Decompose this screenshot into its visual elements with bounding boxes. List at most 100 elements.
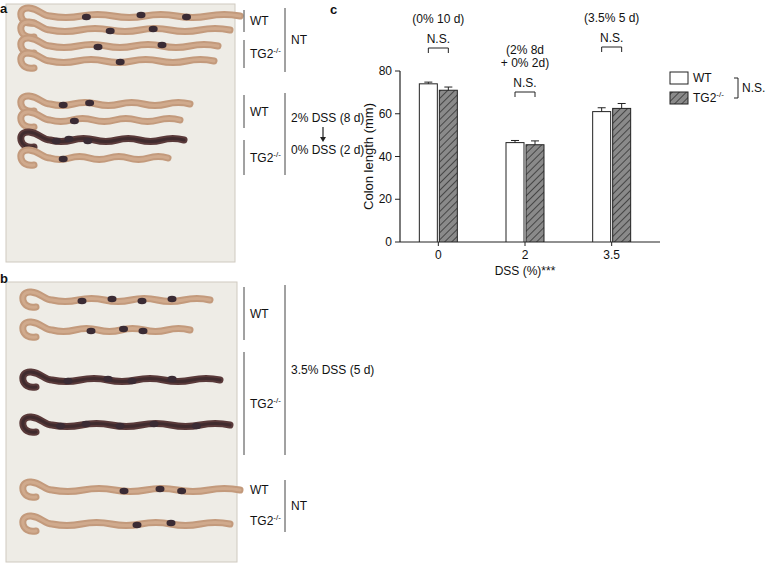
- stool-spot: [82, 421, 91, 427]
- stool-spot: [168, 296, 177, 302]
- genotype-label: TG2-/-: [250, 46, 281, 61]
- legend-label: TG2-/-: [693, 90, 724, 105]
- colon-highlight: [21, 132, 184, 147]
- colon-tissue: [21, 8, 240, 23]
- colon-highlight: [23, 372, 220, 387]
- error-stem: [621, 103, 622, 108]
- colon-highlight: [23, 417, 230, 432]
- error-bar: [424, 82, 432, 84]
- stool-spot: [64, 378, 73, 384]
- significance-bracket: [515, 92, 535, 97]
- y-tick-label: 60: [379, 107, 393, 121]
- stool-spot: [128, 378, 137, 384]
- stool-spot: [156, 486, 165, 492]
- genotype-bracket: [244, 287, 245, 340]
- x-tick: [438, 242, 439, 246]
- bar: [613, 108, 631, 242]
- colon-tissue: [21, 132, 184, 147]
- error-bar: [444, 87, 452, 90]
- genotype-bracket: [244, 352, 245, 455]
- stool-spot: [116, 59, 125, 65]
- genotype-label: TG2-/-: [250, 150, 281, 165]
- colon-highlight: [21, 53, 214, 68]
- colon-highlight: [21, 22, 230, 37]
- x-axis-title: DSS (%)***: [495, 264, 556, 278]
- figure: aWTTG2-/-NTWTTG2-/-2% DSS (8 d)0% DSS (2…: [0, 0, 768, 564]
- treatment-bracket: [285, 480, 286, 532]
- treatment-bracket: [285, 285, 286, 455]
- colon-tissue: [21, 112, 180, 127]
- y-tick: [395, 199, 400, 200]
- colon-highlight: [23, 516, 230, 531]
- significance-label: N.S.: [513, 76, 536, 90]
- genotype-bracket: [244, 140, 245, 175]
- error-cap: [444, 87, 452, 88]
- stool-spot: [56, 423, 65, 429]
- error-bar: [511, 140, 519, 142]
- stool-spot: [108, 296, 117, 302]
- colon-highlight: [21, 150, 168, 165]
- treatment-label: NT: [291, 499, 308, 513]
- colon-highlight: [21, 8, 240, 23]
- condition-label: (2% 8d: [506, 43, 544, 57]
- legend-bracket: [734, 78, 738, 98]
- legend-label: WT: [693, 71, 712, 85]
- bar: [526, 145, 544, 242]
- stool-spot: [94, 44, 103, 50]
- error-bar: [598, 108, 606, 112]
- stool-spot: [138, 298, 147, 304]
- stool-spot: [52, 138, 61, 144]
- y-tick: [395, 242, 400, 243]
- error-cap: [531, 140, 539, 141]
- stool-spot: [59, 156, 68, 162]
- colon-tissue: [21, 150, 168, 165]
- colon-highlight: [21, 38, 218, 53]
- error-bar: [531, 141, 539, 145]
- bar: [593, 112, 611, 242]
- y-tick-label: 0: [385, 235, 392, 249]
- colon-tissue: [23, 417, 230, 432]
- colon-tissue: [21, 22, 230, 37]
- genotype-label: WT: [250, 307, 269, 321]
- stool-spot: [87, 328, 96, 334]
- x-tick-label: 0: [435, 248, 442, 262]
- significance-label: N.S.: [427, 32, 450, 46]
- stool-spot: [59, 102, 68, 108]
- condition-label: + 0% 2d): [501, 56, 549, 70]
- stool-spot: [70, 118, 79, 124]
- condition-label: (3.5% 5 d): [584, 11, 639, 25]
- bar: [506, 143, 524, 242]
- stool-spot: [168, 376, 177, 382]
- photo-panel: [6, 282, 240, 562]
- bar: [439, 90, 457, 242]
- x-tick: [611, 242, 612, 246]
- stool-spot: [64, 136, 73, 142]
- condition-label: (0% 10 d): [412, 12, 464, 26]
- genotype-label: TG2-/-: [250, 396, 281, 411]
- stool-spot: [158, 42, 167, 48]
- genotype-label: WT: [250, 483, 269, 497]
- stool-spot: [119, 326, 128, 332]
- error-cap: [424, 82, 432, 83]
- significance-bracket: [428, 48, 448, 53]
- y-tick: [395, 113, 400, 114]
- error-cap: [598, 107, 606, 108]
- error-bar: [618, 103, 626, 108]
- stool-spot: [106, 28, 115, 34]
- treatment-bracket: [285, 8, 286, 72]
- colon-tissue: [23, 482, 240, 497]
- stool-spot: [120, 488, 129, 494]
- stool-spot: [116, 423, 125, 429]
- genotype-label: WT: [250, 105, 269, 119]
- colon-tissue: [23, 322, 190, 337]
- y-tick-label: 40: [379, 150, 393, 164]
- error-cap: [618, 103, 626, 104]
- genotype-bracket: [244, 10, 245, 32]
- arrow-head: [320, 137, 326, 142]
- significance-label: N.S.: [742, 81, 765, 95]
- stool-spot: [149, 26, 158, 32]
- stool-spot: [167, 520, 176, 526]
- colon-highlight: [23, 322, 190, 337]
- legend: WT TG2-/- N.S.: [670, 71, 765, 105]
- genotype-label: WT: [250, 14, 269, 28]
